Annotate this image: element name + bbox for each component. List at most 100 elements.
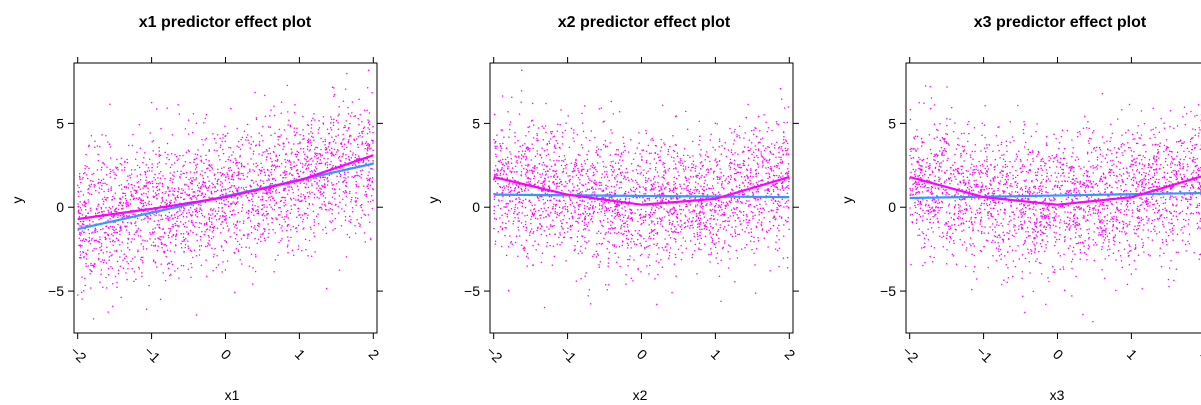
data-point xyxy=(515,183,517,186)
data-point xyxy=(322,122,324,124)
data-point xyxy=(522,225,525,228)
data-point xyxy=(694,249,696,252)
data-point xyxy=(166,215,169,218)
data-point xyxy=(301,163,304,165)
data-point xyxy=(208,239,210,242)
data-point xyxy=(716,218,719,221)
data-point xyxy=(314,152,316,154)
data-point xyxy=(319,190,322,193)
data-point xyxy=(605,166,607,168)
data-point xyxy=(102,161,104,164)
data-point xyxy=(300,193,302,195)
data-point xyxy=(330,160,332,163)
data-point xyxy=(187,185,190,188)
data-point xyxy=(87,228,90,231)
data-point xyxy=(188,150,190,153)
data-point xyxy=(278,144,281,147)
data-point xyxy=(706,194,709,196)
data-point xyxy=(322,116,325,118)
data-point xyxy=(305,167,308,170)
data-point xyxy=(152,186,154,188)
data-point xyxy=(502,158,504,161)
data-point xyxy=(701,228,703,231)
data-point xyxy=(79,200,81,203)
data-point xyxy=(107,188,110,191)
data-point xyxy=(281,196,284,199)
data-point xyxy=(297,207,299,210)
data-point xyxy=(698,242,701,244)
data-point xyxy=(108,206,111,209)
data-point xyxy=(547,176,549,178)
data-point xyxy=(259,185,262,188)
data-point xyxy=(306,124,309,126)
data-point xyxy=(265,149,268,151)
data-point xyxy=(758,213,760,216)
data-point xyxy=(88,219,91,222)
data-point xyxy=(258,141,261,143)
data-point xyxy=(508,191,510,194)
data-point xyxy=(349,134,351,137)
data-point xyxy=(269,191,271,193)
data-point xyxy=(349,115,352,117)
data-point xyxy=(729,127,731,130)
data-point xyxy=(159,204,162,207)
data-point xyxy=(650,139,652,141)
data-point xyxy=(163,243,165,246)
data-point xyxy=(228,169,230,172)
data-point xyxy=(661,219,663,222)
data-point xyxy=(532,172,534,175)
data-point xyxy=(655,162,658,164)
data-point xyxy=(266,179,268,182)
data-point xyxy=(116,231,119,234)
data-point xyxy=(751,153,753,155)
data-point xyxy=(577,252,580,255)
data-point xyxy=(282,171,284,174)
data-point xyxy=(777,165,779,167)
data-point xyxy=(239,258,241,261)
data-point xyxy=(275,217,277,219)
data-point xyxy=(553,255,556,258)
data-point xyxy=(270,165,273,167)
data-point xyxy=(580,245,582,248)
data-point xyxy=(699,234,701,237)
data-point xyxy=(328,174,331,176)
data-point xyxy=(231,154,233,156)
data-point xyxy=(100,245,103,247)
data-point xyxy=(137,235,140,237)
data-point xyxy=(364,147,366,150)
data-point xyxy=(770,143,773,145)
data-point xyxy=(720,171,722,174)
data-point xyxy=(697,200,700,203)
data-point xyxy=(588,229,590,231)
data-point xyxy=(654,166,657,169)
data-point xyxy=(633,240,635,243)
data-point xyxy=(650,231,652,233)
data-point xyxy=(657,204,659,207)
data-point xyxy=(370,238,372,241)
data-point xyxy=(117,269,120,271)
data-point xyxy=(279,206,281,209)
data-point xyxy=(222,249,225,252)
data-point xyxy=(306,155,308,158)
data-point xyxy=(738,125,741,127)
data-point xyxy=(364,191,367,193)
data-point xyxy=(711,208,714,211)
data-point xyxy=(739,137,741,139)
data-point xyxy=(84,167,86,170)
data-point xyxy=(551,264,554,266)
data-point xyxy=(235,202,238,204)
data-point xyxy=(747,181,750,184)
data-point xyxy=(761,155,764,158)
data-point xyxy=(108,259,110,261)
data-point xyxy=(200,222,202,225)
data-point xyxy=(784,147,787,149)
data-point xyxy=(782,142,784,145)
data-point xyxy=(205,259,207,261)
data-point xyxy=(262,139,264,142)
data-point xyxy=(220,223,222,225)
data-point xyxy=(671,213,674,216)
data-point xyxy=(255,117,258,119)
data-point xyxy=(113,231,115,234)
data-point xyxy=(326,164,329,166)
data-point xyxy=(128,144,130,147)
